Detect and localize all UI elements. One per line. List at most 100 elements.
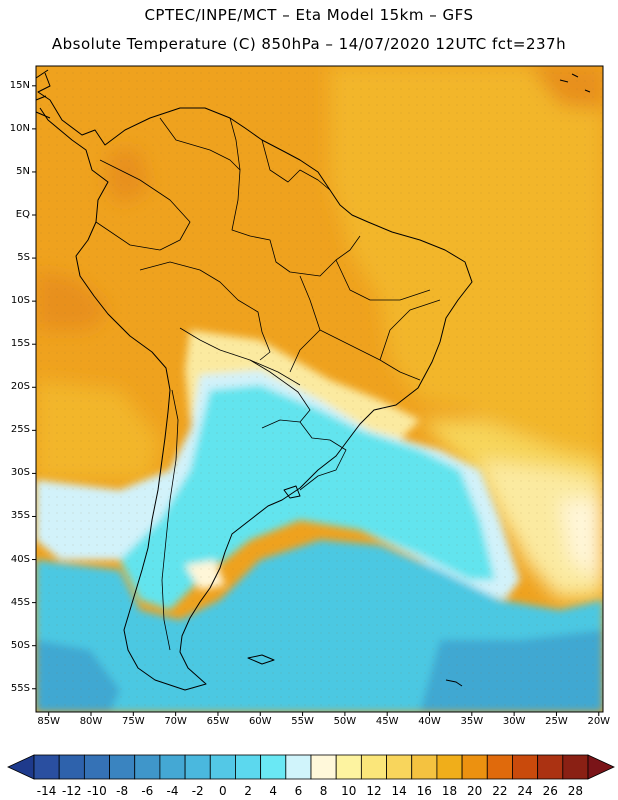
lon-label: 70W <box>164 716 187 727</box>
border-peru-bolivia <box>139 261 271 361</box>
colorbar-swatch <box>512 754 539 780</box>
lon-label: 65W <box>206 716 230 727</box>
colorbar-tick-label: 8 <box>319 784 328 798</box>
colorbar-tick-label: 6 <box>294 784 303 798</box>
lat-label: 5S <box>17 252 30 264</box>
lat-label: 20S <box>10 381 30 393</box>
colorbar-tick-label: 18 <box>441 784 458 798</box>
colorbar-tick-label: 28 <box>567 784 584 798</box>
temperature-field <box>36 66 603 712</box>
lat-label: 45S <box>10 596 30 608</box>
colorbar-swatch <box>33 754 60 780</box>
colorbar-tick-label: 14 <box>391 784 407 798</box>
lon-label: 80W <box>79 716 103 727</box>
colorbar-swatch <box>461 754 488 780</box>
colorbar-swatch <box>134 754 161 780</box>
colorbar-swatch <box>260 754 287 780</box>
lon-label: 20W <box>587 716 611 727</box>
colorbar-tick-label: -12 <box>61 784 82 798</box>
chart-title-line2: Absolute Temperature (C) 850hPa – 14/07/… <box>51 35 567 53</box>
colorbar-swatch <box>360 754 387 780</box>
coastlines <box>35 69 591 691</box>
colorbar-swatch <box>159 754 186 780</box>
lat-label: 55S <box>10 682 30 694</box>
border-venezuela <box>159 117 241 171</box>
colorbar-tick-label: -2 <box>191 784 204 798</box>
lon-label: 35W <box>460 716 484 727</box>
colorbar-swatch <box>386 754 413 780</box>
lon-label: 85W <box>37 716 60 727</box>
lat-label: 30S <box>10 467 30 479</box>
lat-label: 15S <box>10 338 30 350</box>
south-america-coastline <box>37 72 473 691</box>
lon-label: 60W <box>248 716 272 727</box>
border-brazil-states <box>289 259 441 381</box>
colorbar-swatch <box>335 754 362 780</box>
colorbar-tick-label: 16 <box>416 784 432 798</box>
lat-label: 10N <box>9 122 30 134</box>
colorbar-swatch <box>285 754 312 780</box>
colorbar-tick-label: 22 <box>492 784 508 798</box>
colorbar-tick-label: 24 <box>517 784 533 798</box>
lon-label: 30W <box>502 716 526 727</box>
colorbar-tick-label: 20 <box>467 784 483 798</box>
lat-label: 35S <box>10 510 30 522</box>
lagoa-dos-patos <box>283 485 301 499</box>
lat-label: 50S <box>10 639 30 651</box>
colorbar-over-arrow <box>587 754 615 780</box>
colorbar-tick-label: -6 <box>141 784 154 798</box>
colorbar-swatch <box>562 754 589 780</box>
colorbar-tick-label: 12 <box>366 784 382 798</box>
border-paraguay <box>249 359 311 429</box>
border-argentina-chile <box>161 389 179 651</box>
map-frame <box>35 65 604 713</box>
colorbar-tick-label: 26 <box>542 784 558 798</box>
lat-label: 5N <box>16 165 30 177</box>
lon-label: 40W <box>418 716 441 727</box>
colorbar-swatch <box>486 754 513 780</box>
colorbar-swatch <box>436 754 463 780</box>
south-georgia <box>445 679 463 687</box>
lat-label: EQ <box>15 209 30 220</box>
colorbar-tick-label: 10 <box>341 784 357 798</box>
colorbar-tick-label: 0 <box>219 784 227 798</box>
colorbar-swatch <box>537 754 564 780</box>
lat-label: 15N <box>9 79 30 91</box>
colorbar-swatch <box>235 754 262 780</box>
colorbar-under-arrow <box>7 754 35 780</box>
caribbean-islands <box>559 73 591 93</box>
colorbar-tick-label: -8 <box>116 784 129 798</box>
grid-dots <box>36 66 603 712</box>
colorbar-swatch <box>58 754 85 780</box>
central-america-coastline <box>35 69 51 119</box>
border-brazil-uruguay <box>299 421 347 491</box>
border-colombia <box>95 159 191 251</box>
lat-label: 40S <box>10 553 30 565</box>
colorbar-swatch <box>184 754 211 780</box>
border-guianas <box>261 139 331 191</box>
colorbar <box>7 754 615 780</box>
colorbar-tick-label: 2 <box>244 784 252 798</box>
lon-label: 45W <box>375 716 399 727</box>
axis-ticks <box>32 85 600 716</box>
border-bolivia-south <box>179 327 301 386</box>
chart-title-line1: CPTEC/INPE/MCT – Eta Model 15km – GFS <box>144 6 474 24</box>
colorbar-swatch <box>83 754 110 780</box>
colorbar-swatch <box>411 754 438 780</box>
colorbar-swatch <box>310 754 337 780</box>
lat-label: 25S <box>10 424 30 436</box>
colorbar-tick-label: 4 <box>269 784 278 798</box>
lon-label: 50W <box>333 716 357 727</box>
falklands <box>247 654 275 665</box>
lat-label: 10S <box>10 295 30 307</box>
lon-label: 25W <box>545 716 568 727</box>
colorbar-tick-label: -14 <box>36 784 57 798</box>
colorbar-swatch <box>209 754 236 780</box>
lon-label: 75W <box>122 716 145 727</box>
colorbar-tick-label: -10 <box>87 784 107 798</box>
lon-label: 55W <box>291 716 314 727</box>
colorbar-swatch <box>109 754 136 780</box>
country-borders <box>95 117 441 651</box>
colorbar-tick-label: -4 <box>166 784 179 798</box>
